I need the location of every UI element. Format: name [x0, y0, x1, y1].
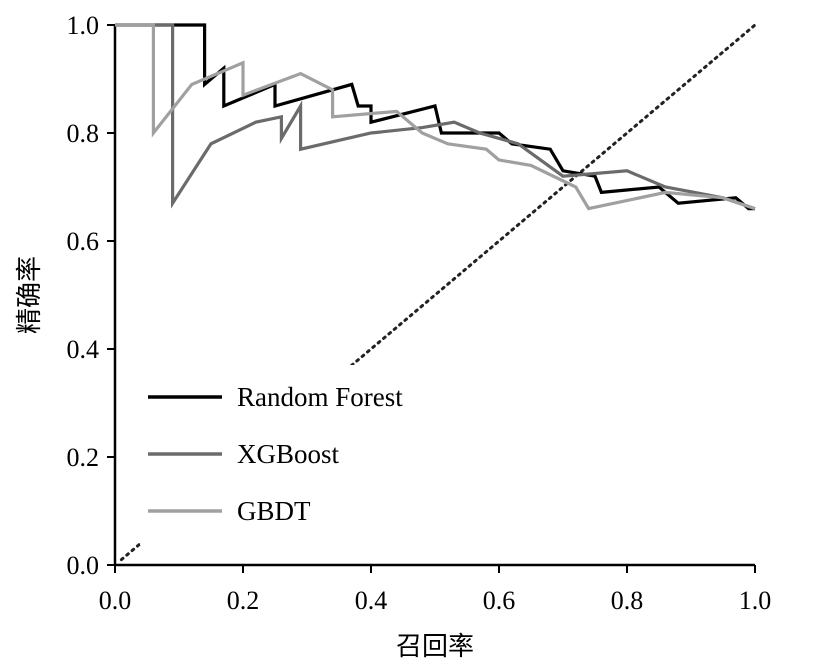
x-tick-label: 0.4: [355, 586, 388, 615]
legend-label: GBDT: [237, 496, 311, 526]
legend: Random Forest XGBoost GBDT: [140, 365, 440, 545]
y-tick-label: 0.2: [67, 443, 100, 472]
x-tick-label: 0.2: [227, 586, 260, 615]
x-tick-label: 0.6: [483, 586, 516, 615]
legend-label: Random Forest: [237, 382, 403, 412]
plot-area: 0.0 0.2 0.4 0.6 0.8 1.0 0.0 0.2 0.4 0.6 0.8 1.0: [67, 11, 772, 615]
reference-line: [119, 23, 757, 562]
y-tick-label: 0.6: [67, 227, 100, 256]
axis-ticks: 0.0 0.2 0.4 0.6 0.8 1.0 0.0 0.2 0.4 0.6 0.8 1.0: [67, 11, 772, 615]
legend-label: XGBoost: [237, 439, 340, 469]
y-tick-label: 0.8: [67, 119, 100, 148]
x-axis-title: 召回率: [396, 632, 474, 662]
diagonal-reference-line: [119, 23, 757, 562]
y-tick-label: 0.0: [67, 551, 100, 580]
x-tick-label: 0.0: [99, 586, 132, 615]
series-lines: [115, 23, 756, 211]
y-tick-label: 1.0: [67, 11, 100, 40]
x-tick-label: 0.8: [611, 586, 644, 615]
y-tick-label: 0.4: [67, 335, 100, 364]
series-line-random-forest: [115, 23, 755, 211]
series-line-gbdt: [115, 23, 756, 211]
series-line-xgboost: [115, 23, 756, 211]
x-tick-label: 1.0: [739, 586, 772, 615]
y-axis-title: 精确率: [15, 256, 45, 334]
